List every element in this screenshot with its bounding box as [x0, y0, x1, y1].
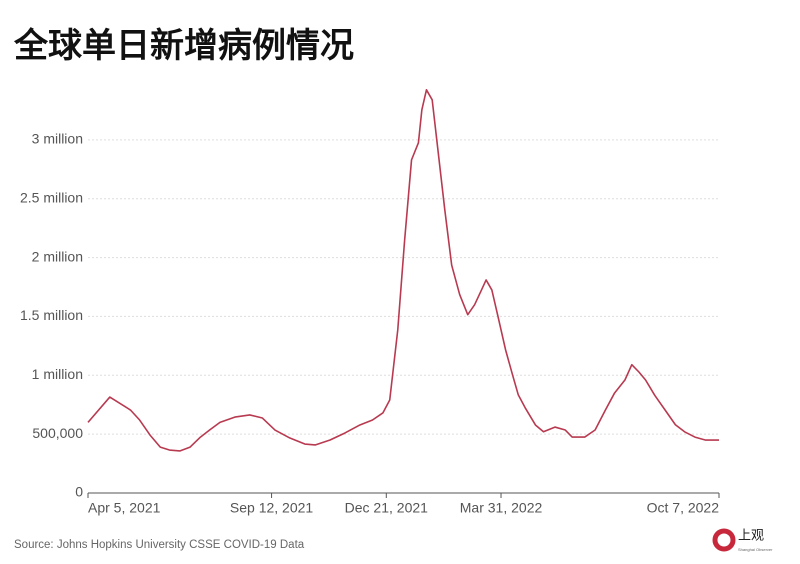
data-line [87, 89, 719, 452]
y-tick-label: 500,000 [32, 425, 83, 441]
x-tick-label: Mar 31, 2022 [460, 500, 543, 516]
logo: 上观 Shanghai Observer [712, 527, 773, 552]
x-tick-label: Oct 7, 2022 [647, 500, 720, 516]
logo-name: 上观 [738, 527, 764, 542]
y-tick-label: 2 million [32, 248, 83, 264]
y-tick-label: 0 [75, 484, 83, 500]
chart-title: 全球单日新增病例情况 [13, 26, 354, 65]
y-tick-label: 1 million [32, 366, 83, 382]
y-tick-label: 2.5 million [20, 189, 83, 205]
x-tick-label: Dec 21, 2021 [345, 500, 428, 516]
source: Source: Johns Hopkins University CSSE CO… [14, 539, 305, 551]
y-tick-label: 3 million [32, 131, 83, 147]
x-tick-label: Apr 5, 2021 [88, 500, 161, 516]
x-tick-label: Sep 12, 2021 [230, 500, 314, 516]
y-tick-label: 1.5 million [20, 307, 83, 323]
logo-icon [712, 528, 736, 552]
logo-subtitle: Shanghai Observer [738, 547, 773, 552]
